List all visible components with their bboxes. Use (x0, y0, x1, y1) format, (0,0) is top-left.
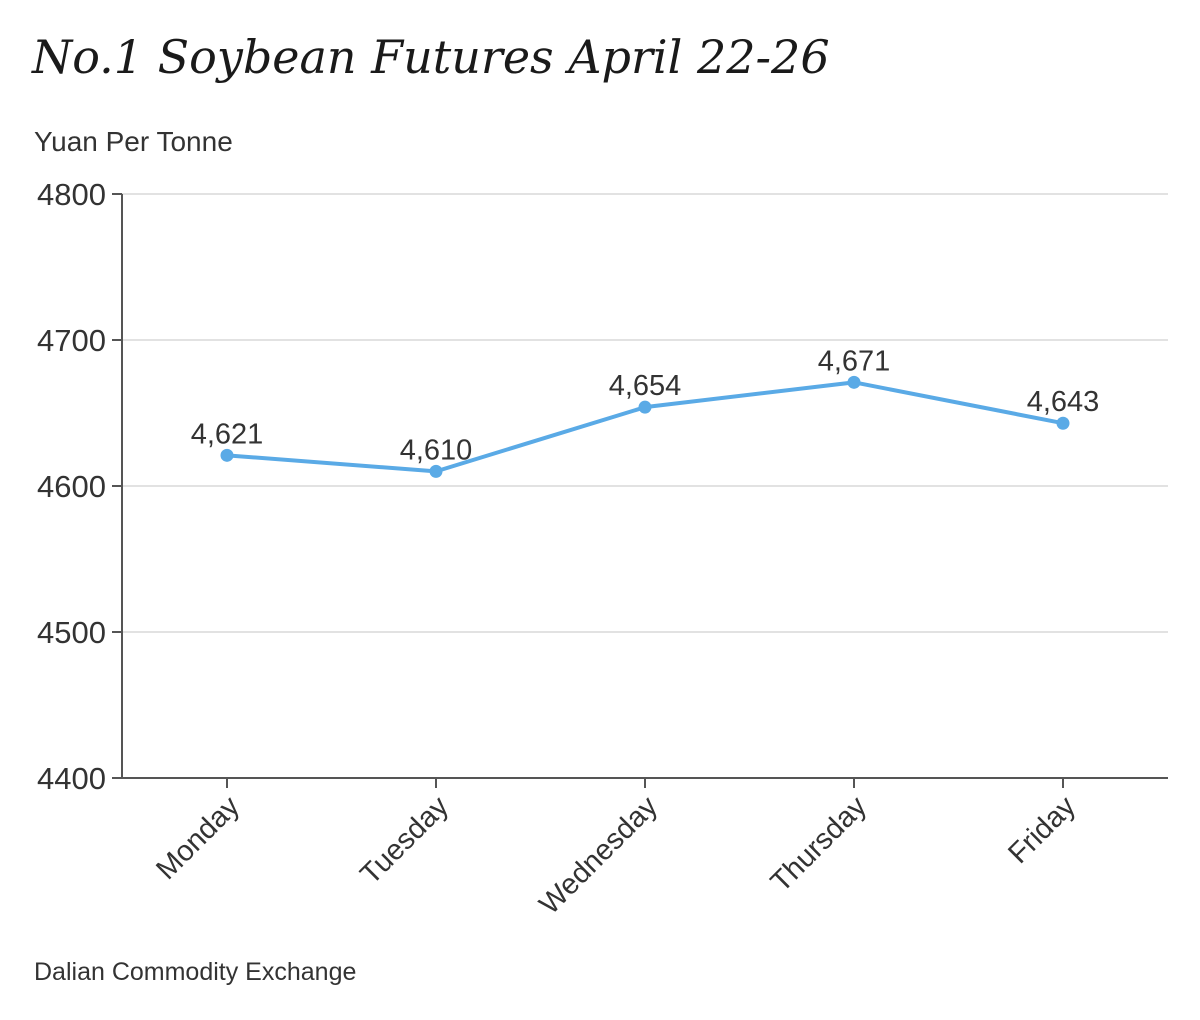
data-point-tuesday (429, 464, 443, 478)
data-labels: 4,621 4,610 4,654 4,671 4,643 (191, 345, 1100, 466)
data-label-wednesday: 4,654 (609, 370, 682, 402)
data-point-friday (1056, 416, 1070, 430)
chart-title: No.1 Soybean Futures April 22-26 (32, 30, 830, 84)
y-tick-label-4400: 4400 (37, 761, 106, 796)
x-tick-label-monday: Monday (150, 790, 246, 886)
data-point-wednesday (638, 400, 652, 414)
data-label-tuesday: 4,610 (400, 434, 473, 466)
gridlines (122, 193, 1168, 633)
source-note: Dalian Commodity Exchange (34, 958, 357, 986)
data-label-monday: 4,621 (191, 418, 264, 450)
y-axis-unit-label: Yuan Per Tonne (34, 126, 233, 157)
x-tick-label-tuesday: Tuesday (354, 790, 455, 891)
data-label-thursday: 4,671 (818, 345, 891, 377)
y-tick-label-4500: 4500 (37, 615, 106, 650)
axes: 4400 4500 4600 4700 4800 Monday Tuesday Wednesd… (37, 177, 1168, 921)
x-tick-label-thursday: Thursday (765, 790, 873, 898)
x-tick-label-friday: Friday (1002, 790, 1082, 870)
data-label-friday: 4,643 (1027, 386, 1100, 418)
x-tick-label-wednesday: Wednesday (533, 790, 664, 921)
y-tick-label-4800: 4800 (37, 177, 106, 212)
data-point-thursday (847, 375, 861, 389)
y-tick-label-4700: 4700 (37, 323, 106, 358)
series (220, 375, 1070, 478)
y-tick-label-4600: 4600 (37, 469, 106, 504)
data-point-monday (220, 448, 234, 462)
